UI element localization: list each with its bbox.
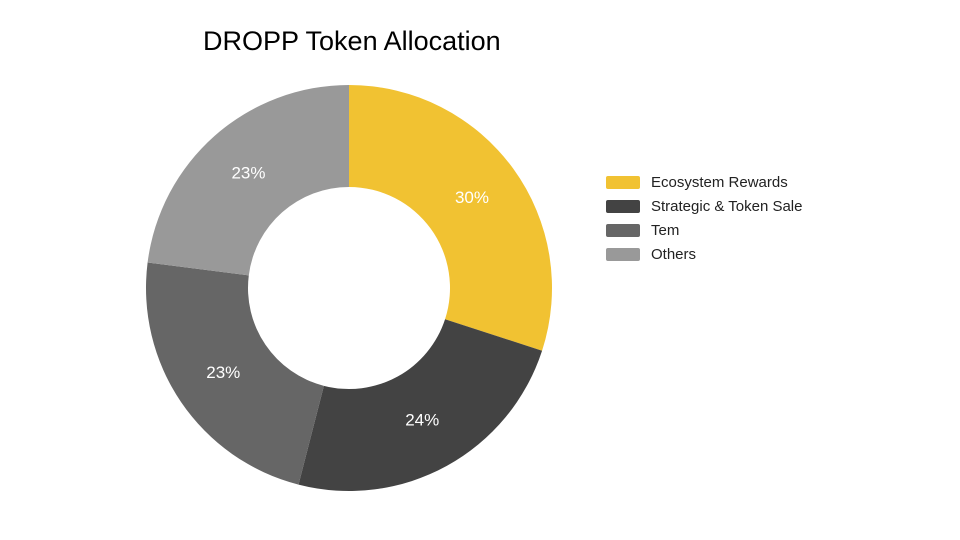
slice-value-label: 24% (405, 411, 439, 430)
legend-label: Tem (651, 221, 680, 239)
legend-label: Strategic & Token Sale (651, 197, 803, 215)
chart-title: DROPP Token Allocation (203, 26, 501, 56)
slice-value-label: 30% (455, 188, 489, 207)
legend: Ecosystem Rewards Strategic & Token Sale… (606, 170, 802, 266)
slice-value-label: 23% (206, 363, 240, 382)
donut-slice-others (147, 85, 349, 276)
slice-value-label: 23% (231, 163, 265, 182)
legend-item-tem: Tem (606, 218, 802, 242)
legend-item-others: Others (606, 242, 802, 266)
donut-slice-ecosystem-rewards (349, 85, 552, 351)
legend-item-strategic-token-sale: Strategic & Token Sale (606, 194, 802, 218)
legend-swatch (606, 247, 640, 261)
legend-label: Ecosystem Rewards (651, 173, 788, 191)
legend-swatch (606, 199, 640, 213)
legend-swatch (606, 175, 640, 189)
donut-slice-strategic-token-sale (298, 319, 543, 491)
legend-swatch (606, 223, 640, 237)
legend-item-ecosystem-rewards: Ecosystem Rewards (606, 170, 802, 194)
donut-slice-tem (145, 262, 324, 485)
legend-label: Others (651, 245, 697, 263)
